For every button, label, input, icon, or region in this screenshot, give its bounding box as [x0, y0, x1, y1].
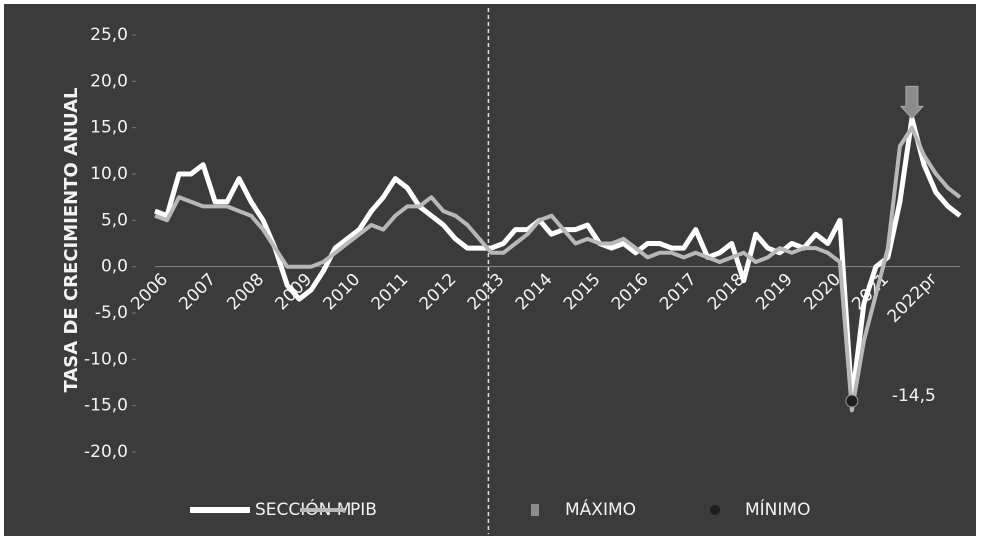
legend-label: PIB	[350, 500, 377, 520]
legend-label: MÍNIMO	[745, 498, 810, 520]
y-tick-label: 20,0	[90, 71, 128, 91]
max-marker	[899, 85, 925, 120]
legend-swatch	[710, 505, 720, 515]
y-tick-label: 25,0	[90, 25, 128, 45]
chart-background	[4, 4, 976, 536]
y-tick-label: 15,0	[90, 118, 128, 138]
y-axis-title: TASA DE CRECIMIENTO ANUAL	[61, 87, 82, 392]
legend-swatch	[531, 504, 539, 516]
y-tick-label: 10,0	[90, 164, 128, 184]
y-tick-label: -10,0	[84, 349, 128, 369]
y-tick-label: 0,0	[101, 257, 128, 277]
y-tick-label: -20,0	[84, 442, 128, 462]
series-line	[154, 125, 962, 413]
y-tick-label: -15,0	[84, 396, 128, 416]
min-marker	[845, 394, 859, 408]
legend-label: MÁXIMO	[565, 498, 636, 520]
y-tick-label: 5,0	[101, 210, 128, 230]
y-tick-label: -5,0	[95, 303, 128, 323]
data-label: -14,5	[892, 386, 936, 406]
series-line	[154, 115, 962, 404]
